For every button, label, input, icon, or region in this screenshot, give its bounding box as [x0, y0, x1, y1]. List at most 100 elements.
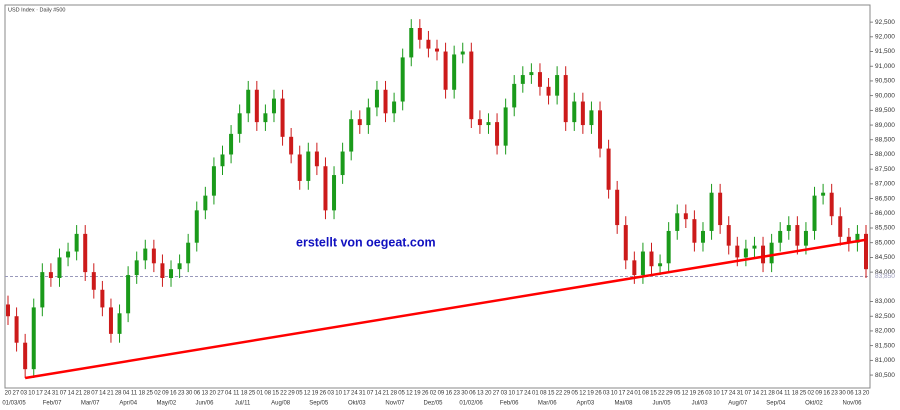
candle-body — [169, 269, 174, 278]
y-tick-label: 92,500 — [875, 19, 895, 26]
y-tick-label: 81,000 — [875, 357, 895, 364]
candle-body — [186, 242, 191, 264]
x-day-label: 14 — [375, 391, 382, 397]
x-day-label: 13 — [477, 391, 484, 397]
x-month-label: Nov/06 — [842, 401, 862, 407]
candle-body — [692, 219, 697, 243]
x-day-label: 24 — [627, 391, 634, 397]
candle-body — [383, 89, 388, 114]
x-day-label: 28 — [390, 391, 397, 397]
candle-body — [177, 263, 182, 270]
x-day-label: 31 — [737, 391, 744, 397]
candle-body — [855, 233, 860, 243]
x-day-label: 28 — [768, 391, 775, 397]
x-day-label: 19 — [689, 391, 696, 397]
candle-body — [563, 75, 568, 123]
candle-body — [803, 230, 808, 246]
x-day-label: 21 — [107, 391, 114, 397]
x-day-label: 05 — [571, 391, 578, 397]
candle-body — [795, 225, 800, 246]
candle-body — [280, 98, 285, 137]
x-day-label: 23 — [178, 391, 185, 397]
x-day-label: 16 — [445, 391, 452, 397]
candle-body — [649, 251, 654, 267]
y-tick-label: 89,000 — [875, 122, 895, 129]
x-day-label: 20 — [485, 391, 492, 397]
candle-body — [263, 113, 268, 123]
candle-body — [332, 175, 337, 211]
x-day-label: 15 — [548, 391, 555, 397]
x-day-label: 30 — [839, 391, 846, 397]
x-day-label: 04 — [776, 391, 783, 397]
x-day-label: 12 — [406, 391, 413, 397]
x-day-label: 29 — [288, 391, 295, 397]
candle-body — [821, 192, 826, 196]
x-day-label: 25 — [249, 391, 256, 397]
x-day-label: 09 — [438, 391, 445, 397]
y-tick-label: 80,500 — [875, 372, 895, 379]
x-day-label: 20 — [5, 391, 12, 397]
x-day-label: 11 — [784, 391, 791, 397]
reference-label: 83,850 — [875, 273, 895, 280]
candle-body — [743, 248, 748, 258]
candle-body — [598, 110, 603, 149]
x-month-label: Jun/05 — [653, 401, 672, 407]
candle-body — [615, 189, 620, 226]
x-day-label: 07 — [60, 391, 67, 397]
candle-body — [117, 313, 122, 334]
candle-body — [529, 72, 534, 76]
x-month-label: Dez/05 — [423, 401, 443, 407]
x-day-label: 31 — [359, 391, 366, 397]
candle-body — [426, 39, 431, 49]
x-day-label: 12 — [579, 391, 586, 397]
x-day-label: 27 — [493, 391, 500, 397]
candle-body — [246, 89, 251, 114]
candle-body — [23, 342, 28, 370]
candle-body — [486, 122, 491, 126]
candle-body — [374, 89, 379, 108]
x-day-label: 09 — [815, 391, 822, 397]
candle-body — [752, 245, 757, 249]
candle-body — [658, 263, 663, 267]
candle-body — [134, 260, 139, 276]
candle-body — [289, 136, 294, 155]
trendline — [24, 238, 867, 380]
candle-body — [48, 272, 53, 278]
x-day-label: 03 — [501, 391, 508, 397]
x-day-label: 22 — [658, 391, 665, 397]
x-month-label: Mar/06 — [538, 401, 557, 407]
x-month-label: Sep/05 — [309, 401, 329, 407]
x-month-label: Jun/06 — [195, 401, 214, 407]
candle-body — [589, 110, 594, 126]
x-month-label: 01/02/06 — [459, 401, 483, 407]
x-day-label: 24 — [524, 391, 531, 397]
x-day-label: 29 — [666, 391, 673, 397]
x-day-label: 08 — [642, 391, 649, 397]
x-day-label: 21 — [76, 391, 83, 397]
candle-body — [761, 245, 766, 264]
candle-body — [143, 248, 148, 261]
candle-body — [537, 72, 542, 87]
y-tick-label: 87,500 — [875, 166, 895, 173]
x-day-label: 09 — [162, 391, 169, 397]
x-day-label: 04 — [225, 391, 232, 397]
candle-body — [580, 101, 585, 126]
x-day-label: 31 — [52, 391, 59, 397]
y-tick-label: 89,500 — [875, 107, 895, 114]
x-day-label: 05 — [296, 391, 303, 397]
candle-body — [838, 216, 843, 237]
x-day-label: 11 — [131, 391, 138, 397]
x-day-label: 17 — [516, 391, 523, 397]
x-day-label: 02 — [430, 391, 437, 397]
candle-body — [31, 307, 36, 370]
x-day-label: 22 — [280, 391, 287, 397]
x-day-label: 15 — [272, 391, 279, 397]
y-tick-label: 86,500 — [875, 195, 895, 202]
x-day-label: 27 — [217, 391, 224, 397]
x-day-label: 20 — [863, 391, 870, 397]
candle-body — [409, 28, 414, 58]
y-tick-label: 84,500 — [875, 254, 895, 261]
x-day-label: 13 — [855, 391, 862, 397]
x-day-label: 18 — [792, 391, 799, 397]
